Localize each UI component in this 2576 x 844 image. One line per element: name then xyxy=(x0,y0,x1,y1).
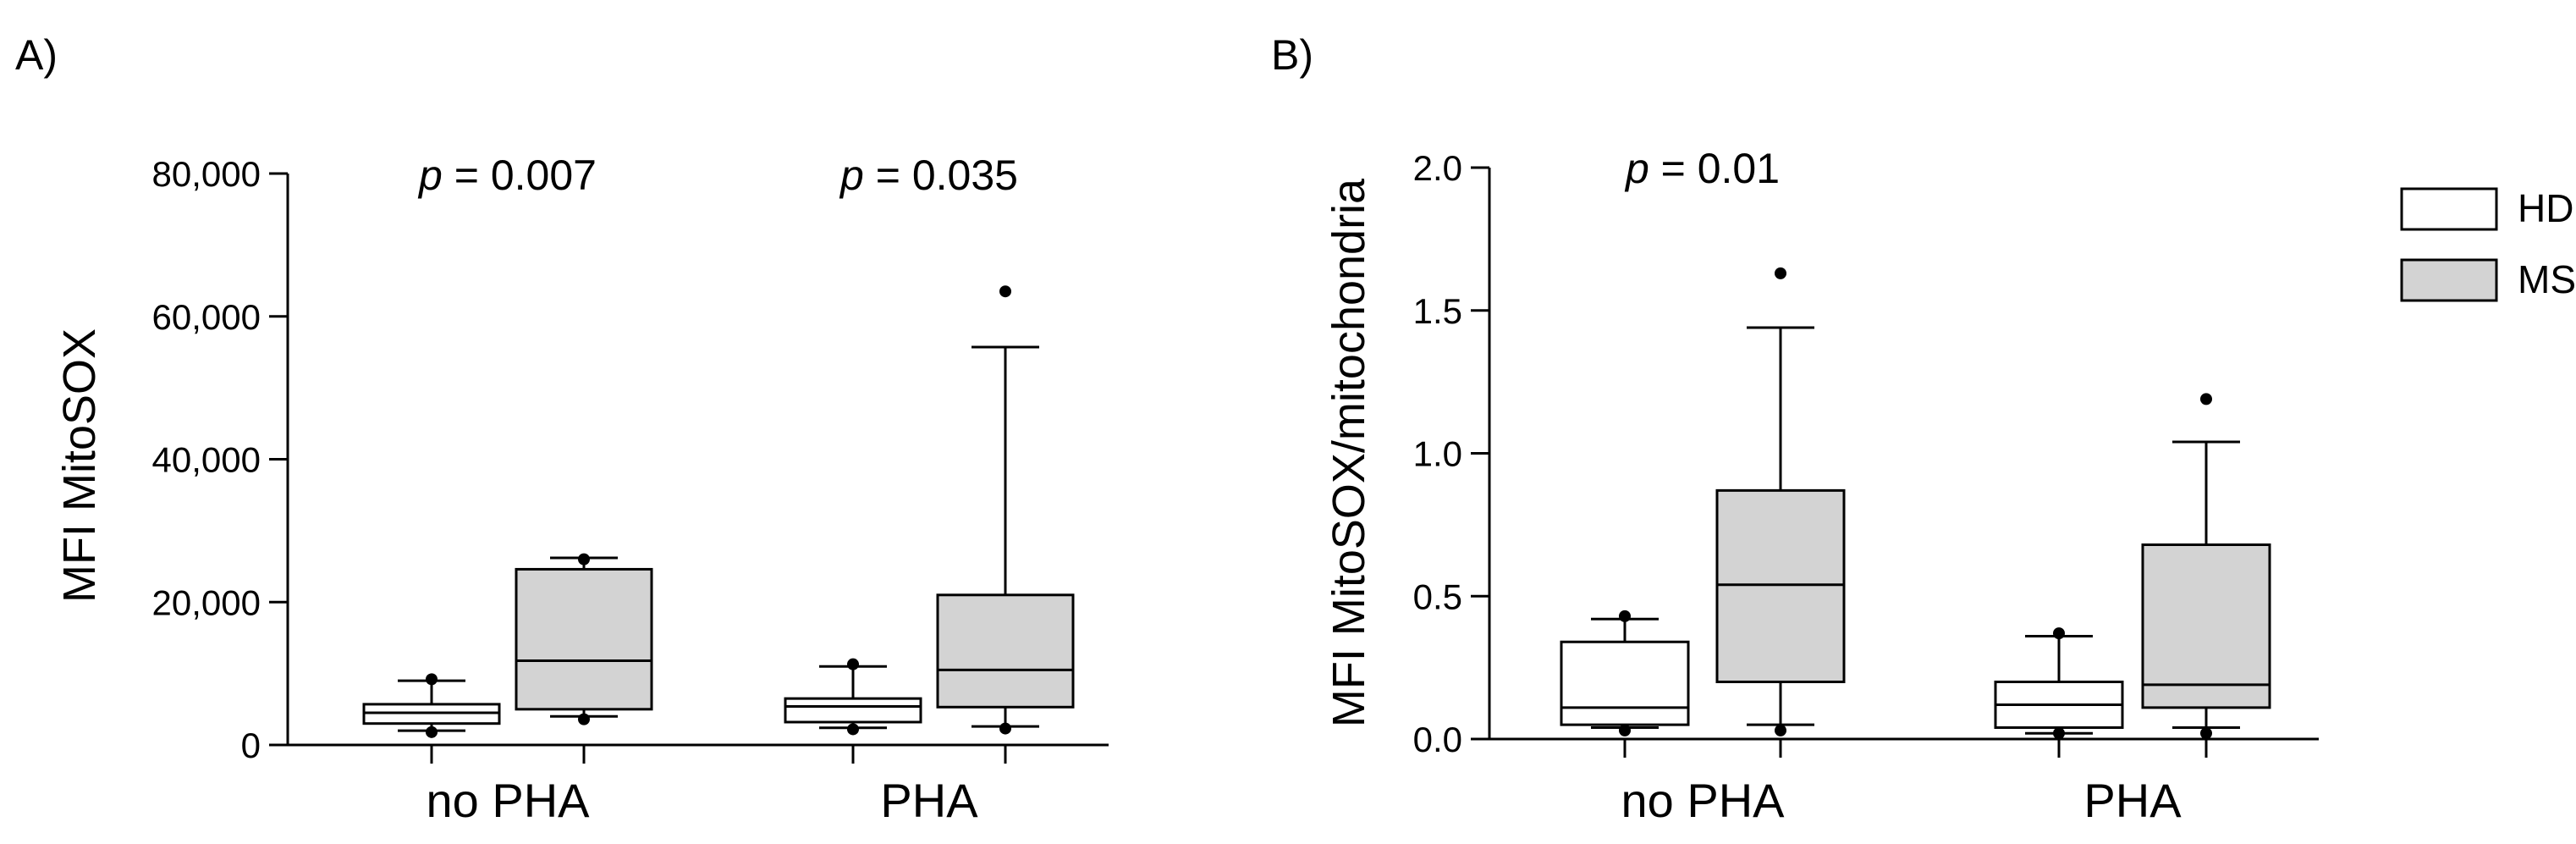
panel-b-box-ms xyxy=(2141,393,2271,758)
outlier-point xyxy=(847,723,859,736)
panel-b-y-tick-label: 2.0 xyxy=(1413,148,1462,188)
pvalue-symbol: p xyxy=(839,152,864,199)
panel-b-x-tick-label: PHA xyxy=(2083,774,2182,827)
panel-b-label: B) xyxy=(1271,31,1313,79)
panel-a-pvalue-no-pha: p = 0.007 xyxy=(417,152,597,199)
legend-label-ms: MS xyxy=(2518,257,2576,301)
outlier-point xyxy=(1775,267,1786,279)
panel-b-x-tick-label: no PHA xyxy=(1621,774,1786,827)
panel-b-box-ms xyxy=(1715,267,1846,758)
outlier-point xyxy=(999,285,1011,298)
box-iqr xyxy=(1715,488,1846,683)
outlier-point xyxy=(847,658,859,670)
outlier-point xyxy=(578,713,590,725)
panel-a-box-ms xyxy=(936,285,1075,764)
legend-swatch-hd xyxy=(2400,187,2498,231)
panel-a-y-axis-label: MFI MitoSOX xyxy=(54,328,105,603)
panel-a-box-hd xyxy=(784,658,922,764)
outlier-point xyxy=(2053,727,2065,740)
panel-a-y-tick-label: 40,000 xyxy=(152,440,261,480)
panel-a-y-tick-label: 20,000 xyxy=(152,582,261,622)
outlier-point xyxy=(426,725,438,738)
legend-label-hd: HD xyxy=(2518,186,2573,230)
pvalue-symbol: p xyxy=(1624,145,1649,192)
panel-a-label: A) xyxy=(15,31,58,79)
panel-b-y-tick-label: 1.0 xyxy=(1413,434,1462,474)
panel-b: B) MFI MitoSOX/mitochondria 0.0 0.5 1.0 1.5… xyxy=(1271,31,2319,827)
panel-a-y-tick-label: 60,000 xyxy=(152,297,261,337)
panel-a-y-ticks: 0 20,000 40,000 60,000 80,000 xyxy=(152,154,288,765)
outlier-point xyxy=(2200,393,2212,405)
box-iqr xyxy=(515,567,653,711)
outlier-point xyxy=(1619,610,1631,622)
outlier-point xyxy=(2200,727,2212,740)
outlier-point xyxy=(578,553,590,565)
outlier-point xyxy=(2053,627,2065,640)
box-iqr xyxy=(784,697,922,724)
panel-a-x-tick-label: no PHA xyxy=(427,774,591,827)
panel-b-y-tick-label: 0.5 xyxy=(1413,576,1462,616)
panel-b-y-axis-label: MFI MitoSOX/mitochondria xyxy=(1324,178,1374,727)
legend: HD MS xyxy=(2400,186,2576,302)
panel-a-boxes xyxy=(362,285,1075,764)
panel-a-y-tick-label: 80,000 xyxy=(152,154,261,194)
panel-a-pvalue-pha: p = 0.035 xyxy=(839,152,1018,199)
pvalue-text: = 0.007 xyxy=(443,152,597,199)
panel-b-pvalue-no-pha: p = 0.01 xyxy=(1624,145,1780,192)
panel-b-y-tick-label: 0.0 xyxy=(1413,720,1462,759)
outlier-point xyxy=(1619,724,1631,736)
panel-b-box-hd xyxy=(1560,610,1690,758)
panel-b-y-ticks: 0.0 0.5 1.0 1.5 2.0 xyxy=(1413,148,1489,759)
outlier-point xyxy=(426,673,438,686)
panel-b-boxes xyxy=(1560,267,2271,758)
pvalue-text: = 0.035 xyxy=(864,152,1018,199)
panel-a-y-tick-label: 0 xyxy=(241,725,261,765)
panel-a: A) MFI MitoSOX 0 20,000 40,000 60,000 80,000… xyxy=(15,31,1109,827)
box-iqr xyxy=(1560,640,1690,726)
legend-swatch-ms xyxy=(2400,258,2498,302)
outlier-point xyxy=(999,722,1011,735)
panel-a-x-tick-label: PHA xyxy=(880,774,978,827)
panel-b-box-hd xyxy=(1994,627,2124,758)
panel-a-box-hd xyxy=(362,673,501,764)
panel-a-box-ms xyxy=(515,553,653,764)
pvalue-text: = 0.01 xyxy=(1649,145,1780,192)
box-iqr xyxy=(936,593,1075,709)
box-iqr xyxy=(2141,543,2271,709)
outlier-point xyxy=(1775,724,1786,736)
pvalue-symbol: p xyxy=(417,152,443,199)
panel-b-y-tick-label: 1.5 xyxy=(1413,291,1462,331)
